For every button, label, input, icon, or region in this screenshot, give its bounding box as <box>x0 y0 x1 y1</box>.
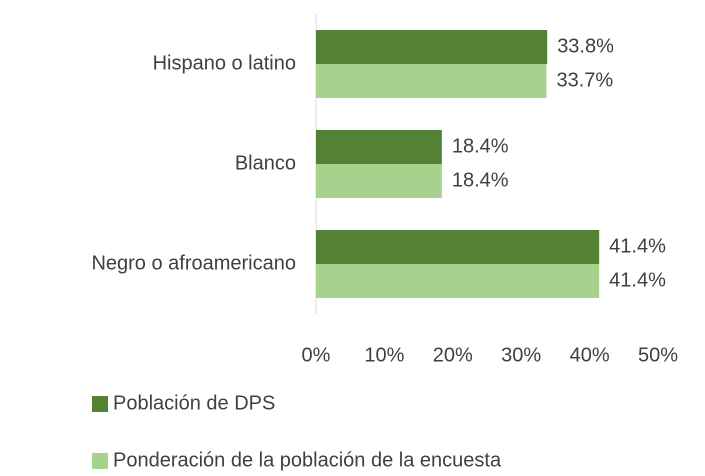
bar <box>316 230 600 264</box>
legend-swatch <box>92 396 108 412</box>
x-tick-label: 0% <box>302 344 331 366</box>
x-tick-label: 30% <box>501 344 541 366</box>
value-label: 18.4% <box>452 135 509 157</box>
y-tick-label: Hispano o latino <box>153 52 296 74</box>
legend-label: Población de DPS <box>113 392 275 414</box>
value-label: 33.7% <box>557 69 614 91</box>
x-tick-label: 20% <box>433 344 473 366</box>
value-label: 41.4% <box>609 269 666 291</box>
bar <box>316 30 548 64</box>
x-tick-label: 50% <box>638 344 678 366</box>
value-label: 33.8% <box>557 35 614 57</box>
value-label: 41.4% <box>609 235 666 257</box>
bar <box>316 64 547 98</box>
bar <box>316 164 442 198</box>
y-tick-label: Blanco <box>235 152 296 174</box>
y-tick-label: Negro o afroamericano <box>91 252 296 274</box>
bar <box>316 130 442 164</box>
x-tick-label: 10% <box>364 344 404 366</box>
legend-label: Ponderación de la población de la encues… <box>113 449 502 471</box>
x-tick-label: 40% <box>570 344 610 366</box>
value-label: 18.4% <box>452 169 509 191</box>
bar <box>316 264 600 298</box>
legend-swatch <box>92 453 108 469</box>
